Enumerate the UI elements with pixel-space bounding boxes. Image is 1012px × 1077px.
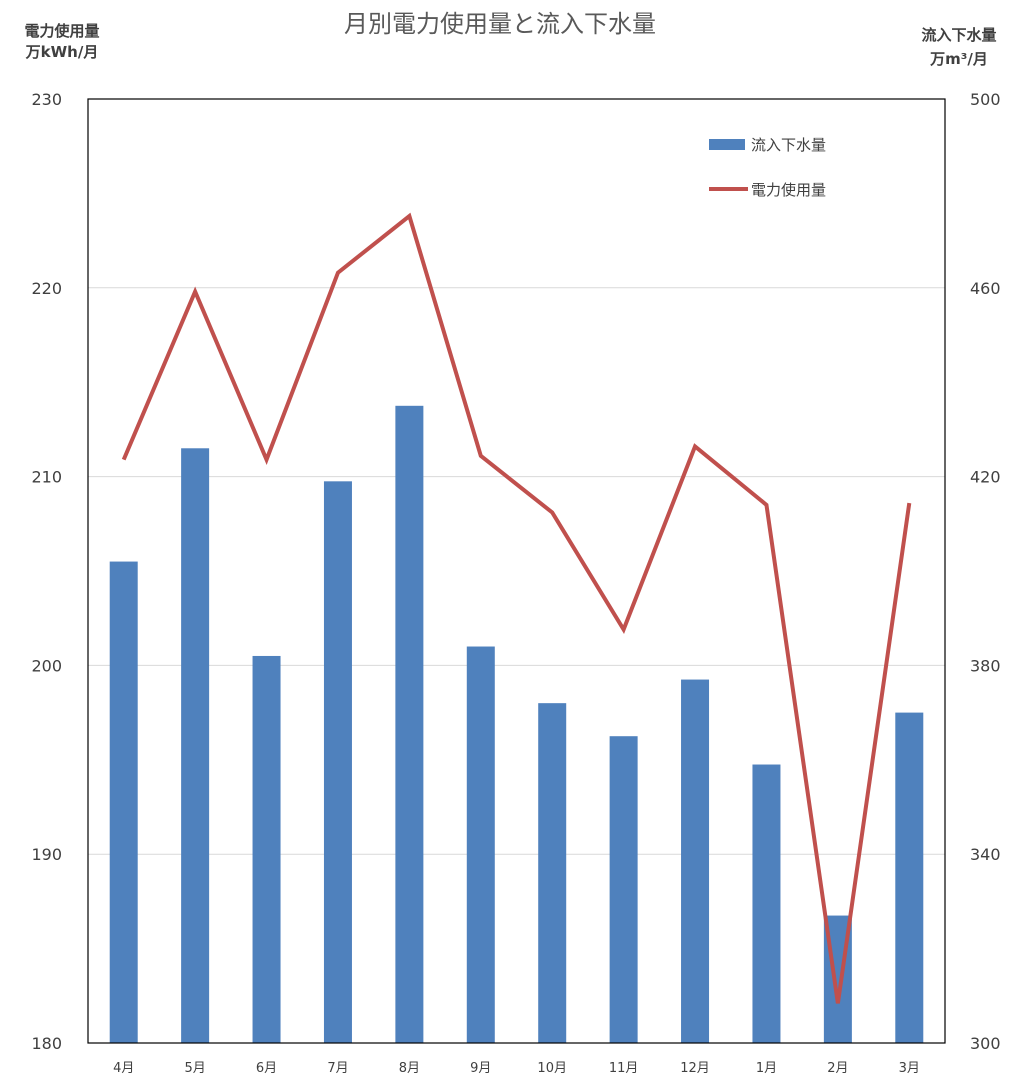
bar [252, 655, 281, 1043]
x-axis-label: 1月 [756, 1061, 777, 1076]
right-axis-unit: 万m³/月 [929, 50, 988, 68]
left-axis-title: 電力使用量 [24, 22, 99, 40]
right-axis-tick-label: 500 [970, 90, 1001, 109]
bar [895, 712, 924, 1043]
left-axis-tick-label: 210 [31, 468, 62, 487]
x-axis-label: 9月 [470, 1061, 491, 1076]
x-axis-label: 6月 [256, 1061, 277, 1076]
x-axis-label: 12月 [680, 1061, 710, 1076]
gridlines [88, 98, 945, 1044]
x-axis-label: 4月 [113, 1061, 134, 1076]
right-axis-tick-label: 340 [970, 845, 1001, 864]
left-axis-tick-label: 200 [31, 656, 62, 675]
bar [609, 736, 638, 1043]
bar [681, 679, 710, 1043]
x-axis-label: 11月 [609, 1061, 639, 1076]
right-axis-tick-label: 420 [970, 468, 1001, 487]
left-axis-tick-label: 230 [31, 90, 62, 109]
x-axis-label: 3月 [899, 1061, 920, 1076]
left-axis-tick-label: 180 [31, 1034, 62, 1053]
bar-series [109, 405, 924, 1043]
right-axis-tick-label: 380 [970, 656, 1001, 675]
bar [752, 764, 781, 1043]
bar [466, 646, 495, 1043]
x-axis-label: 8月 [399, 1061, 420, 1076]
right-axis-tick-label: 460 [970, 279, 1001, 298]
x-axis-label: 5月 [184, 1061, 205, 1076]
left-axis-unit: 万kWh/月 [25, 43, 99, 61]
legend: 流入下水量 電力使用量 [709, 136, 826, 199]
left-axis-tick-label: 220 [31, 279, 62, 298]
x-axis-label: 10月 [537, 1061, 567, 1076]
legend-bar-label: 流入下水量 [751, 136, 826, 154]
plot-frame [87, 98, 946, 1044]
x-axis-label: 2月 [827, 1061, 848, 1076]
bar [181, 448, 210, 1043]
right-axis-tick-label: 300 [970, 1034, 1001, 1053]
legend-bar-swatch [709, 139, 745, 150]
power-usage-line [121, 212, 912, 1004]
bar [109, 561, 138, 1043]
line-series [121, 212, 912, 1004]
bar [538, 703, 567, 1043]
legend-line-label: 電力使用量 [751, 181, 826, 199]
right-axis-ticks: 300 340 380 420 460 500 [970, 90, 1001, 1053]
chart-title: 月別電力使用量と流入下水量 [344, 10, 656, 38]
x-axis-labels: 4月 5月 6月 7月 8月 9月 10月 11月 12月 1月 2月 3月 [113, 1061, 920, 1076]
bar [395, 405, 424, 1043]
left-axis-tick-label: 190 [31, 845, 62, 864]
right-axis-title: 流入下水量 [921, 26, 996, 44]
left-axis-ticks: 180 190 200 210 220 230 [31, 90, 62, 1053]
x-axis-label: 7月 [327, 1061, 348, 1076]
bar [323, 481, 352, 1043]
